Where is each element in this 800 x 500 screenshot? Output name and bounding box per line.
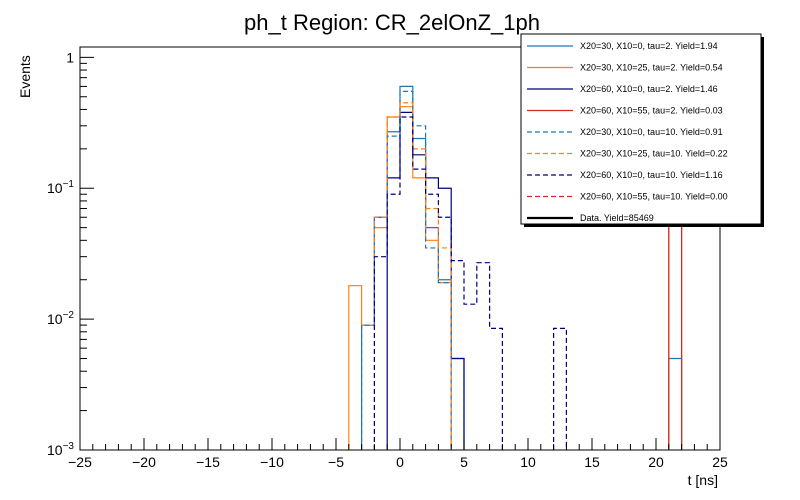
- y-tick-label: 1: [66, 49, 74, 65]
- legend-entry: X20=60, X10=55, tau=2. Yield=0.03: [580, 106, 723, 116]
- y-tick-label: 10−1: [47, 179, 74, 196]
- legend-entry: X20=60, X10=55, tau=10. Yield=0.00: [580, 192, 728, 202]
- x-tick-label: −10: [260, 454, 284, 470]
- x-tick-label: −5: [328, 454, 344, 470]
- x-tick-label: 5: [460, 454, 468, 470]
- x-tick-label: 10: [520, 454, 536, 470]
- x-tick-label: −15: [196, 454, 220, 470]
- x-tick-label: −25: [68, 454, 92, 470]
- series-line: [373, 116, 567, 450]
- chart-title: ph_t Region: CR_2elOnZ_1ph: [244, 10, 540, 35]
- legend-entry: X20=30, X10=0, tau=10. Yield=0.91: [580, 127, 723, 137]
- y-axis-label: Events: [17, 55, 33, 98]
- x-tick-label: 25: [712, 454, 728, 470]
- legend-box: [520, 33, 762, 225]
- x-tick-label: −20: [132, 454, 156, 470]
- legend-entry: X20=30, X10=25, tau=10. Yield=0.22: [580, 149, 728, 159]
- x-tick-label: 20: [648, 454, 664, 470]
- y-tick-label: 10−2: [47, 310, 74, 327]
- y-axis: 110−110−210−3: [47, 49, 94, 458]
- legend-entry: X20=60, X10=0, tau=2. Yield=1.46: [580, 84, 718, 94]
- x-tick-label: 0: [396, 454, 404, 470]
- series-layer: [348, 85, 683, 450]
- x-axis: −25 −20 −15 −10 −5 0 5 10 15 20 25: [68, 438, 728, 470]
- legend: X20=30, X10=0, tau=2. Yield=1.94 X20=30, …: [520, 33, 764, 227]
- series-line: [668, 187, 683, 450]
- legend-entry: X20=30, X10=25, tau=2. Yield=0.54: [580, 63, 723, 73]
- x-axis-label: t [ns]: [688, 472, 718, 488]
- legend-entry: Data. Yield=85469: [580, 213, 654, 223]
- legend-entry: X20=60, X10=0, tau=10. Yield=1.16: [580, 170, 723, 180]
- series-line: [361, 90, 452, 450]
- legend-entry: X20=30, X10=0, tau=2. Yield=1.94: [580, 41, 718, 51]
- x-tick-label: 15: [584, 454, 600, 470]
